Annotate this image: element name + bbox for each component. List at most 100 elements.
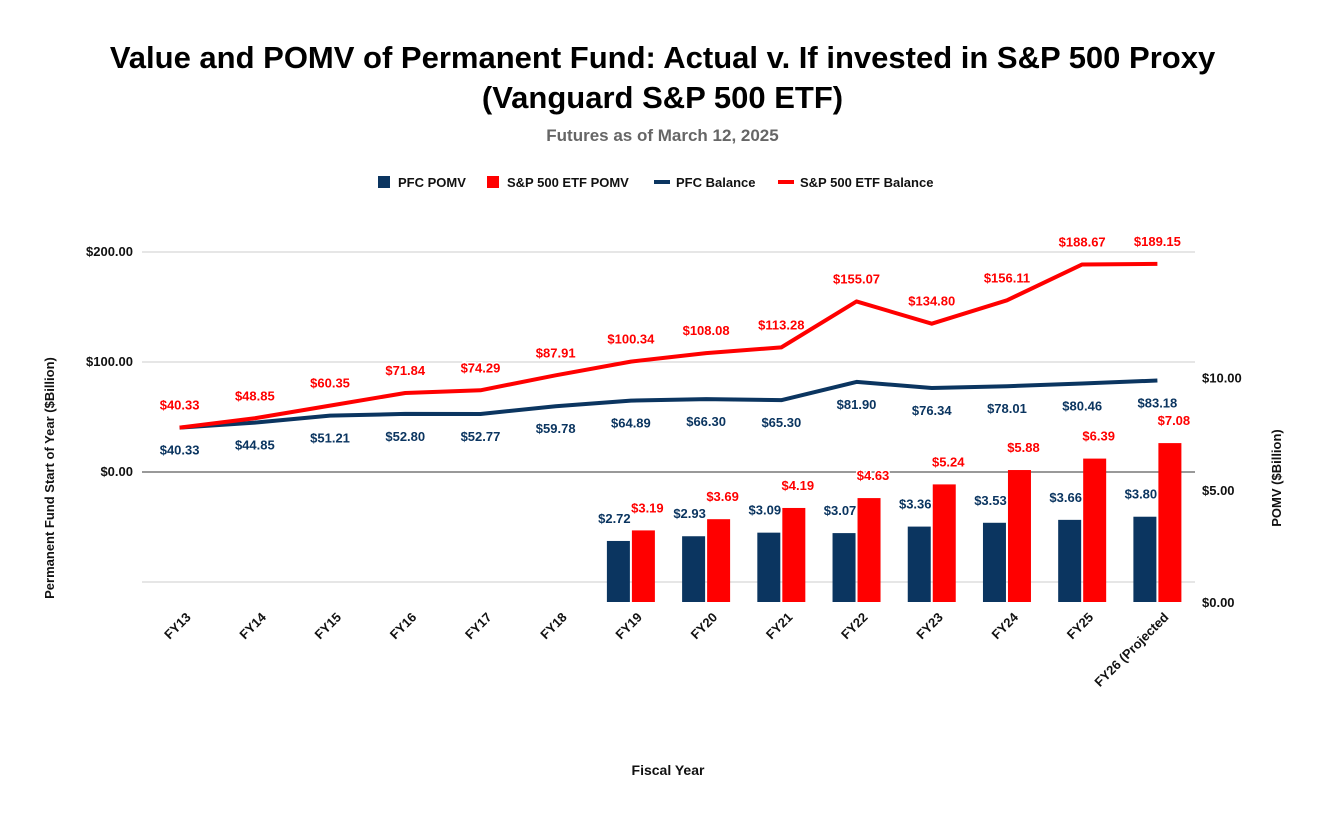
legend-swatch xyxy=(487,176,499,188)
bar-data-label: $5.24 xyxy=(932,454,965,469)
bar xyxy=(932,484,956,602)
bar xyxy=(682,536,706,602)
legend-item-label: PFC Balance xyxy=(676,175,755,190)
data-labels: $2.72 $2.93 $3.09 $3.07 $3.36 $3.53 $3.66 $3.80… xyxy=(158,232,1191,527)
line-data-label: $51.21 xyxy=(310,431,350,446)
bar-data-label: $3.80 xyxy=(1125,487,1158,502)
x-tick-label: FY20 xyxy=(688,610,721,643)
line-data-label: $80.46 xyxy=(1062,398,1102,413)
bar-data-label: $3.69 xyxy=(706,489,739,504)
x-tick-label: FY14 xyxy=(236,609,269,642)
line-data-label: $44.85 xyxy=(235,438,275,453)
bar-data-label: $5.88 xyxy=(1007,440,1040,455)
left-tick-label: $100.00 xyxy=(86,354,133,369)
chart-subtitle: Futures as of March 12, 2025 xyxy=(546,126,779,145)
x-tick-label: FY17 xyxy=(462,610,495,643)
bar-series xyxy=(606,443,1182,602)
right-tick-label: $0.00 xyxy=(1202,595,1235,610)
x-tick-label: FY24 xyxy=(989,609,1022,642)
x-tick-label: FY26 (Projected xyxy=(1091,609,1171,689)
x-tick-label: FY19 xyxy=(612,610,645,643)
line-data-label: $52.80 xyxy=(385,429,425,444)
bar xyxy=(606,540,630,602)
x-tick-label: FY15 xyxy=(312,610,345,643)
bar-data-label: $2.93 xyxy=(673,506,706,521)
x-tick-label: FY22 xyxy=(838,610,871,643)
legend-item-label: S&P 500 ETF Balance xyxy=(800,175,933,190)
line-data-label: $74.29 xyxy=(461,360,501,375)
line-data-label: $76.34 xyxy=(912,403,953,418)
bar xyxy=(832,533,856,602)
line-data-label: $188.67 xyxy=(1059,234,1106,249)
chart-title-line-1: Value and POMV of Permanent Fund: Actual… xyxy=(109,40,1216,75)
right-tick-label: $10.00 xyxy=(1202,371,1242,386)
legend-swatch xyxy=(378,176,390,188)
left-tick-label: $0.00 xyxy=(100,464,133,479)
legend: PFC POMV S&P 500 ETF POMV PFC Balance S&P 5… xyxy=(378,175,933,190)
left-tick-label: $200.00 xyxy=(86,244,133,259)
line-series xyxy=(179,261,1158,430)
line-data-label: $155.07 xyxy=(833,271,880,286)
line-data-label: $59.78 xyxy=(536,421,576,436)
x-tick-label: FY18 xyxy=(537,610,570,643)
bar-data-label: $4.63 xyxy=(857,468,890,483)
series-line xyxy=(179,261,1158,430)
bar xyxy=(982,522,1006,602)
line-data-label: $156.11 xyxy=(984,270,1030,285)
bar-data-label: $3.66 xyxy=(1049,490,1082,505)
legend-item-label: S&P 500 ETF POMV xyxy=(507,175,629,190)
series-line xyxy=(179,378,1158,430)
line-data-label: $108.08 xyxy=(683,323,730,338)
line-data-label: $60.35 xyxy=(310,376,350,391)
bar-data-label: $4.19 xyxy=(782,478,815,493)
line-data-label: $87.91 xyxy=(536,345,576,360)
legend-item-label: PFC POMV xyxy=(398,175,466,190)
bar xyxy=(1158,443,1182,602)
x-tick-label: FY16 xyxy=(387,610,420,643)
bar-data-label: $3.09 xyxy=(749,503,782,518)
right-axis-title: POMV ($Billion) xyxy=(1269,429,1284,527)
line-data-label: $71.84 xyxy=(385,363,426,378)
line-data-label: $189.15 xyxy=(1134,234,1181,249)
bar xyxy=(757,532,781,602)
line-data-label: $40.33 xyxy=(160,443,200,458)
bar-data-label: $7.08 xyxy=(1158,413,1191,428)
bar-data-label: $3.19 xyxy=(631,500,664,515)
line-data-label: $113.28 xyxy=(758,317,804,332)
line-data-label: $48.85 xyxy=(235,388,275,403)
x-tick-label: FY21 xyxy=(763,610,796,643)
line-data-label: $81.90 xyxy=(837,397,877,412)
bar-data-label: $3.07 xyxy=(824,503,857,518)
line-data-label: $64.89 xyxy=(611,416,651,431)
bar-data-label: $2.72 xyxy=(598,511,631,526)
right-tick-label: $5.00 xyxy=(1202,483,1235,498)
bar xyxy=(782,507,806,602)
x-tick-label: FY13 xyxy=(161,610,194,643)
bar-data-label: $6.39 xyxy=(1082,429,1115,444)
line-data-label: $66.30 xyxy=(686,414,726,429)
bar xyxy=(1058,519,1082,602)
bar xyxy=(1133,516,1157,602)
x-tick-label: FY25 xyxy=(1064,610,1097,643)
line-data-label: $100.34 xyxy=(607,332,655,347)
bar-data-label: $3.36 xyxy=(899,497,932,512)
x-axis-title: Fiscal Year xyxy=(632,762,705,778)
bar-data-label: $3.53 xyxy=(974,493,1007,508)
bar xyxy=(1007,470,1031,602)
line-data-label: $40.33 xyxy=(160,398,200,413)
line-data-label: $78.01 xyxy=(987,401,1027,416)
line-data-label: $134.80 xyxy=(908,294,955,309)
bar xyxy=(857,498,881,602)
chart-title-line-2: (Vanguard S&P 500 ETF) xyxy=(481,80,844,115)
bar xyxy=(631,530,655,602)
line-data-label: $83.18 xyxy=(1138,396,1178,411)
bar xyxy=(907,526,931,602)
line-data-label: $65.30 xyxy=(761,415,801,430)
bar xyxy=(707,519,731,602)
bar xyxy=(1083,458,1107,602)
x-tick-label: FY23 xyxy=(913,610,946,643)
line-data-label: $52.77 xyxy=(461,429,501,444)
left-axis-title: Permanent Fund Start of Year ($Billion) xyxy=(42,357,57,599)
